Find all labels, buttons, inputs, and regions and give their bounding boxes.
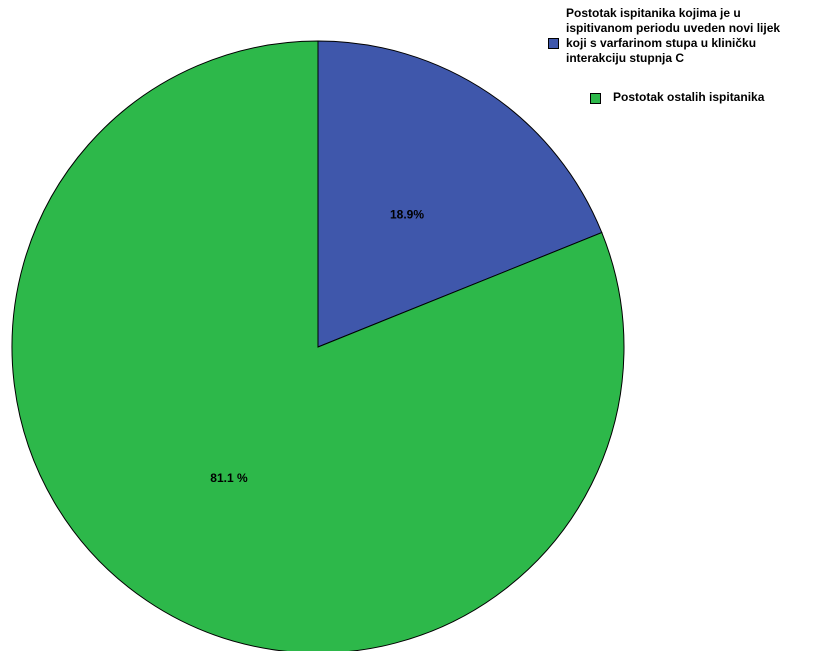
legend-entry-others: Postotak ostalih ispitanika xyxy=(590,90,818,105)
legend-swatch-green xyxy=(590,93,601,104)
legend-label-interaction: Postotak ispitanika kojima je u ispitiva… xyxy=(566,6,781,65)
chart-legend: Postotak ispitanika kojima je u ispitiva… xyxy=(548,6,818,129)
pie-slice-2 xyxy=(11,40,625,651)
pie-slice-label-2: 81.1 % xyxy=(210,471,248,485)
pie-slice-label-1: 18.9% xyxy=(390,207,424,221)
legend-entry-interaction: Postotak ispitanika kojima je u ispitiva… xyxy=(548,6,818,66)
legend-swatch-blue xyxy=(548,38,559,49)
pie-labels: 18.9% 81.1 % xyxy=(210,207,424,485)
pie-slice-1 xyxy=(317,40,603,348)
legend-label-others: Postotak ostalih ispitanika xyxy=(613,90,765,104)
pie-slices xyxy=(11,40,625,651)
